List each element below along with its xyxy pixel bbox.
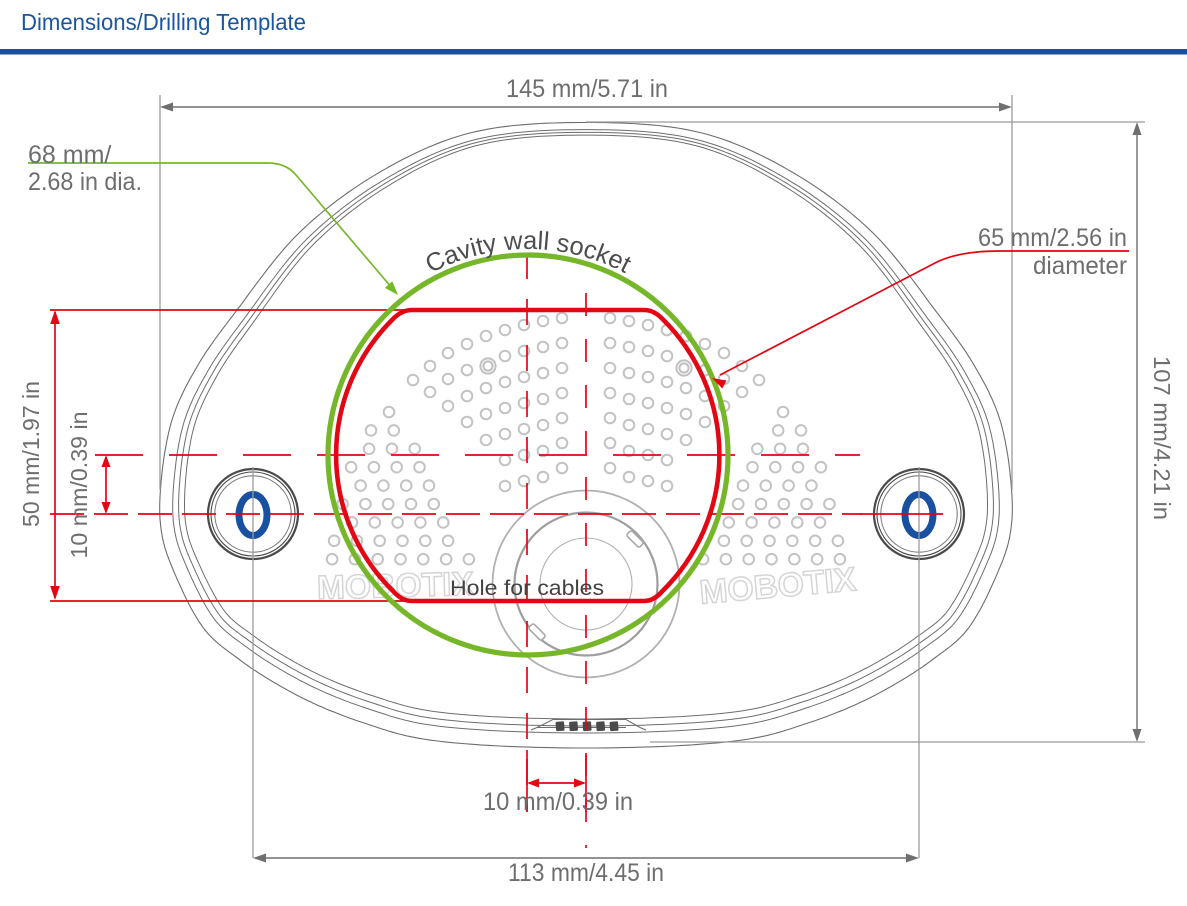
svg-text:113 mm/4.45 in: 113 mm/4.45 in [508,859,664,887]
svg-text:145 mm/5.71 in: 145 mm/5.71 in [506,75,668,103]
svg-text:50 mm/1.97 in: 50 mm/1.97 in [18,381,44,527]
svg-text:65 mm/2.56 in: 65 mm/2.56 in [978,224,1127,252]
svg-text:2.68 in dia.: 2.68 in dia. [28,168,142,196]
svg-text:10 mm/0.39 in: 10 mm/0.39 in [483,788,633,816]
svg-text:Hole for cables: Hole for cables [450,577,604,600]
svg-text:diameter: diameter [1033,252,1127,280]
svg-text:Dimensions/Drilling Template: Dimensions/Drilling Template [21,9,306,35]
svg-text:10 mm/0.39 in: 10 mm/0.39 in [66,412,92,559]
svg-text:68 mm/: 68 mm/ [28,141,111,169]
svg-text:107 mm/4.21 in: 107 mm/4.21 in [1149,356,1175,520]
